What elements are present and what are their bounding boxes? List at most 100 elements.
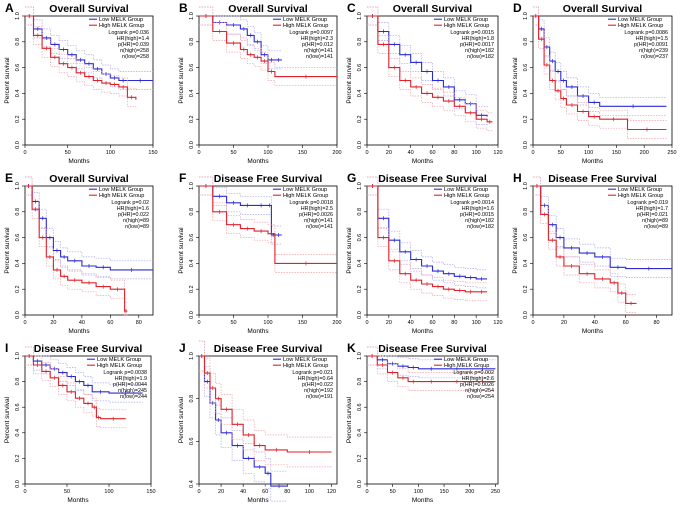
panel-letter: C: [347, 1, 356, 15]
x-tick-label: 50: [64, 489, 70, 495]
low-ci-upper: [533, 6, 667, 98]
panel-title: Overall Survival: [49, 173, 128, 185]
panel-title: Overall Survival: [393, 3, 472, 15]
high-ci-lower: [367, 364, 496, 391]
stat-line: Logrank p=0.02: [111, 200, 149, 206]
y-tick-label: 0.4: [15, 429, 21, 437]
x-tick-label: 100: [263, 320, 272, 326]
panel-title: Disease Free Survival: [378, 343, 487, 355]
x-tick-label: 40: [408, 150, 414, 156]
x-tick-label: 60: [623, 320, 629, 326]
y-axis-title: Percent survival: [346, 227, 353, 274]
panel-title: Disease Free Survival: [214, 343, 323, 355]
stat-line: p(HR)=0.022: [118, 212, 149, 218]
high-ci-lower: [25, 364, 126, 429]
y-tick-label: 0.4: [189, 90, 195, 98]
panel-title: Overall Survival: [563, 3, 642, 15]
legend-label: Low MELK Group: [444, 17, 488, 23]
y-tick-label: 0.2: [357, 115, 363, 123]
panel-letter: F: [179, 171, 186, 185]
x-tick-label: 20: [218, 489, 224, 495]
panel-letter: A: [5, 1, 14, 15]
y-tick-label: 0.0: [189, 141, 195, 149]
x-tick-label: 80: [136, 320, 142, 326]
x-tick-label: 100: [106, 150, 115, 156]
stat-line: n(low)=182: [467, 224, 494, 230]
legend-label: Low MELK Group: [99, 17, 143, 23]
legend-label: Low MELK Group: [97, 357, 141, 363]
stat-line: n(low)=254: [467, 394, 494, 400]
panel-title: Disease Free Survival: [34, 343, 143, 355]
x-tick-label: 80: [451, 320, 457, 326]
x-tick-label: 100: [104, 489, 113, 495]
y-axis-title: Percent survival: [512, 227, 519, 274]
y-tick-label: 0.4: [189, 480, 195, 488]
legend-label: Low MELK Group: [283, 17, 327, 23]
y-axis-title: Percent survival: [512, 57, 519, 104]
panel-title: Disease Free Survival: [214, 173, 323, 185]
low-ci-upper: [199, 176, 282, 227]
y-tick-label: 0.0: [189, 311, 195, 319]
x-tick-label: 0: [365, 320, 368, 326]
high-ci-lower: [25, 24, 137, 109]
panel-title: Overall Survival: [49, 3, 128, 15]
x-tick-label: 100: [263, 150, 272, 156]
y-tick-label: 0.2: [15, 285, 21, 293]
stat-line: Logrank p=0.019: [627, 200, 668, 206]
legend-label: Low MELK Group: [618, 17, 662, 23]
high-ci-upper: [199, 6, 337, 68]
y-tick-label: 1.0: [357, 182, 363, 190]
stat-line: p(HR)=0.0026: [460, 382, 494, 388]
stat-line: n(low)=141: [306, 54, 333, 60]
stat-line: HR(high)=0.64: [298, 376, 333, 382]
panel-title: Disease Free Survival: [548, 173, 657, 185]
y-tick-label: 0.2: [15, 455, 21, 463]
stat-line: HR(high)=1.9: [115, 376, 147, 382]
x-tick-label: 50: [230, 320, 236, 326]
x-tick-label: 120: [327, 489, 336, 495]
x-tick-label: 0: [531, 150, 534, 156]
high-ci-lower: [199, 194, 337, 273]
stat-line: Logrank p=0.0014: [450, 200, 494, 206]
y-tick-label: 0.6: [189, 438, 195, 446]
x-tick-label: 200: [465, 489, 474, 495]
x-axis-title: Months: [68, 158, 90, 165]
stat-line: HR(high)=2.5: [301, 206, 333, 212]
y-tick-label: 0.0: [357, 480, 363, 488]
stat-line: n(low)=191: [306, 394, 333, 400]
stat-line: n(high)=258: [120, 48, 149, 54]
y-tick-label: 0.8: [189, 38, 195, 46]
y-tick-label: 0.4: [523, 90, 529, 98]
x-tick-label: 150: [298, 320, 307, 326]
y-tick-label: 0.2: [357, 285, 363, 293]
x-tick-label: 40: [408, 320, 414, 326]
x-tick-label: 120: [493, 320, 502, 326]
stat-line: n(low)=89: [644, 224, 668, 230]
stat-line: n(low)=258: [122, 54, 149, 60]
stat-line: p(HR)=0.012: [302, 42, 333, 48]
plot-frame: [532, 185, 673, 316]
y-tick-label: 0.0: [523, 141, 529, 149]
x-tick-label: 60: [429, 150, 435, 156]
x-tick-label: 50: [230, 150, 236, 156]
low-ci-lower: [199, 370, 288, 502]
y-tick-label: 0.4: [15, 90, 21, 98]
stat-line: HR(high)=1.5: [636, 36, 668, 42]
x-tick-label: 60: [429, 320, 435, 326]
legend-label: Low MELK Group: [618, 187, 662, 193]
y-tick-label: 0.2: [15, 115, 21, 123]
km-panel-i: I Disease Free Survival 0.0 0.2 0.4 0.6 0.8 1.0…: [4, 341, 156, 504]
y-axis-title: Percent survival: [4, 57, 11, 104]
km-panel-d: D Overall Survival 0.0 0.2 0.4 0.6 0.8 1.0 0 50 10…: [512, 1, 677, 165]
panel-letter: B: [179, 1, 188, 15]
panel-letter: G: [347, 171, 356, 185]
x-tick-label: 80: [451, 150, 457, 156]
y-tick-label: 0.2: [357, 455, 363, 463]
stat-line: HR(high)=1.7: [636, 206, 668, 212]
km-panel-k: K Disease Free Survival 0.0 0.2 0.4 0.6 0.8 1.0…: [346, 341, 500, 504]
stat-line: n(low)=244: [120, 394, 147, 400]
km-panel-f: F Disease Free Survival 0.0 0.2 0.4 0.6 0.8 1.0…: [178, 171, 342, 335]
stat-line: Logrank p=0.0018: [289, 200, 333, 206]
x-tick-label: 100: [472, 150, 481, 156]
stat-line: p(HR)=0.022: [302, 382, 333, 388]
